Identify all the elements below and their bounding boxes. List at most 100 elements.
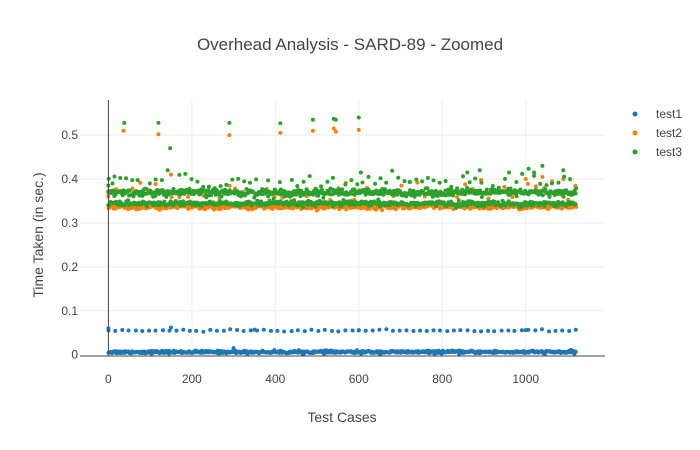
data-point bbox=[120, 327, 125, 332]
data-point bbox=[415, 180, 420, 185]
data-point bbox=[153, 193, 158, 198]
data-point bbox=[484, 187, 489, 192]
data-point bbox=[322, 327, 327, 332]
data-point bbox=[219, 194, 224, 199]
data-point bbox=[455, 186, 460, 191]
data-point bbox=[549, 181, 554, 186]
data-point bbox=[241, 328, 246, 333]
data-point bbox=[523, 328, 528, 333]
data-point bbox=[279, 187, 284, 192]
data-point bbox=[384, 327, 389, 332]
legend-item-test2[interactable]: test2 bbox=[632, 126, 683, 140]
data-point bbox=[573, 191, 578, 196]
data-point bbox=[266, 178, 271, 183]
data-point bbox=[506, 328, 511, 333]
data-point bbox=[275, 328, 280, 333]
data-point bbox=[502, 184, 507, 189]
legend-item-test1[interactable]: test1 bbox=[632, 107, 683, 121]
data-point bbox=[402, 179, 407, 184]
data-point bbox=[278, 130, 283, 135]
data-point bbox=[271, 196, 276, 201]
data-point bbox=[479, 329, 484, 334]
data-point bbox=[301, 205, 306, 210]
legend-marker bbox=[632, 111, 638, 117]
data-point bbox=[266, 194, 271, 199]
data-point bbox=[248, 328, 253, 333]
data-point bbox=[302, 329, 307, 334]
data-point bbox=[465, 170, 470, 175]
data-point bbox=[449, 184, 454, 189]
data-point bbox=[144, 204, 149, 209]
data-point bbox=[242, 179, 247, 184]
data-point bbox=[138, 180, 143, 185]
data-point bbox=[261, 327, 266, 332]
data-point bbox=[425, 186, 430, 191]
data-point bbox=[463, 192, 468, 197]
data-point bbox=[319, 184, 324, 189]
data-point bbox=[399, 183, 404, 188]
data-point bbox=[336, 329, 341, 334]
data-point bbox=[254, 177, 259, 182]
data-point bbox=[153, 182, 158, 187]
data-point bbox=[153, 177, 158, 182]
data-point bbox=[147, 328, 152, 333]
data-point bbox=[340, 187, 345, 192]
data-point bbox=[477, 168, 482, 173]
data-point bbox=[508, 186, 513, 191]
data-point bbox=[533, 328, 538, 333]
data-point bbox=[377, 327, 382, 332]
data-point bbox=[113, 328, 118, 333]
data-point bbox=[532, 173, 537, 178]
legend-marker bbox=[632, 130, 638, 136]
data-point bbox=[560, 328, 565, 333]
data-point bbox=[567, 328, 572, 333]
data-point bbox=[336, 187, 341, 192]
data-point bbox=[309, 327, 314, 332]
data-point bbox=[189, 177, 194, 182]
data-point bbox=[363, 328, 368, 333]
data-point bbox=[283, 190, 288, 195]
data-point bbox=[561, 194, 566, 199]
data-point bbox=[553, 328, 558, 333]
data-point bbox=[496, 185, 501, 190]
data-point bbox=[418, 328, 423, 333]
data-point bbox=[247, 180, 252, 185]
data-point bbox=[177, 172, 182, 177]
data-point bbox=[298, 194, 303, 199]
data-point bbox=[127, 188, 132, 193]
data-point bbox=[167, 328, 172, 333]
data-point bbox=[141, 187, 146, 192]
y-tick-label: 0.2 bbox=[61, 260, 78, 274]
x-tick-label: 0 bbox=[105, 372, 112, 386]
data-point bbox=[301, 179, 306, 184]
data-point bbox=[360, 180, 365, 185]
data-point bbox=[330, 175, 335, 180]
data-point bbox=[272, 190, 277, 195]
data-point bbox=[316, 329, 321, 334]
data-point bbox=[486, 328, 491, 333]
data-point bbox=[445, 329, 450, 334]
data-point bbox=[479, 180, 484, 185]
data-point bbox=[204, 195, 209, 200]
data-point bbox=[133, 328, 138, 333]
data-point bbox=[162, 199, 167, 204]
data-point bbox=[201, 184, 206, 189]
data-point bbox=[556, 180, 561, 185]
data-point bbox=[259, 199, 264, 204]
data-point bbox=[252, 327, 257, 332]
data-point bbox=[227, 133, 232, 138]
data-point bbox=[126, 328, 131, 333]
x-tick-label: 800 bbox=[432, 372, 452, 386]
data-point bbox=[507, 170, 512, 175]
legend-item-test3[interactable]: test3 bbox=[632, 145, 683, 159]
data-point bbox=[122, 120, 127, 125]
data-point bbox=[147, 181, 152, 186]
data-point bbox=[518, 187, 523, 192]
data-point bbox=[160, 328, 165, 333]
data-point bbox=[397, 328, 402, 333]
data-point bbox=[362, 187, 367, 192]
data-point bbox=[289, 329, 294, 334]
data-point bbox=[488, 191, 493, 196]
data-point bbox=[295, 328, 300, 333]
legend[interactable]: test1 test2 test3 bbox=[632, 107, 683, 159]
